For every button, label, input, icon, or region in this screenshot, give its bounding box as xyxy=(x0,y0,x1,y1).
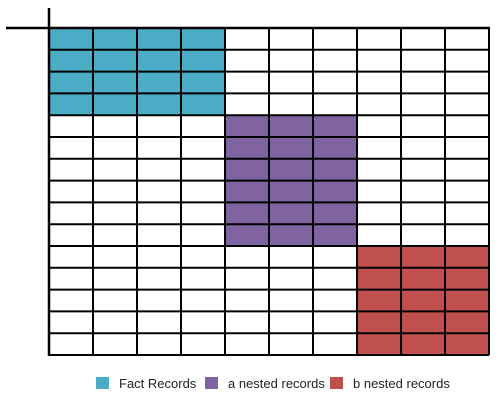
legend-swatch-b-nested-records xyxy=(330,377,343,389)
legend-label-a-nested-records: a nested records xyxy=(228,375,325,391)
legend-item-a-nested-records: a nested records xyxy=(205,372,325,394)
axes xyxy=(6,8,490,356)
legend: Fact Records a nested records b nested r… xyxy=(0,372,500,394)
b-nested-records-block xyxy=(357,246,489,355)
legend-swatch-a-nested-records xyxy=(205,377,218,389)
grid-lines xyxy=(49,28,490,356)
legend-label-b-nested-records: b nested records xyxy=(353,375,450,391)
legend-label-fact-records: Fact Records xyxy=(119,375,197,391)
legend-item-b-nested-records: b nested records xyxy=(330,372,450,394)
legend-item-fact-records: Fact Records xyxy=(96,372,196,394)
records-grid-diagram xyxy=(6,8,490,356)
legend-swatch-fact-records xyxy=(96,377,109,389)
